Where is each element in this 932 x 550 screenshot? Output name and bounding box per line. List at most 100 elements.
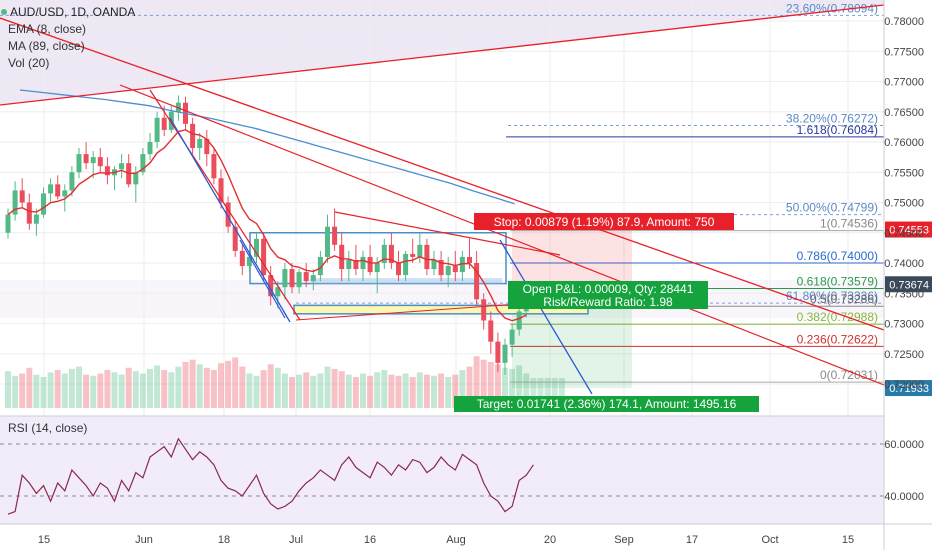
candle-body	[417, 244, 423, 257]
chart-legend: AUD/USD, 1D, OANDA EMA (8, close) MA (89…	[1, 5, 135, 435]
volume-bar	[558, 378, 565, 408]
trend-line	[119, 84, 885, 386]
volume-bar	[5, 371, 11, 408]
volume-bar	[367, 375, 374, 408]
stop-zone	[512, 229, 632, 284]
volume-bar	[76, 366, 82, 408]
volume-bar	[19, 373, 26, 408]
volume-bar	[26, 367, 33, 408]
price-tick-label: 0.74000	[884, 258, 924, 270]
legend-vol[interactable]: Vol (20)	[8, 56, 49, 70]
trend-line	[334, 211, 561, 256]
volume-bar	[267, 364, 274, 408]
candle-body	[509, 329, 515, 345]
candle-body	[246, 256, 252, 267]
time-tick-label: 20	[544, 534, 556, 546]
candle-body	[467, 256, 472, 263]
volume-bar	[210, 370, 217, 408]
candle-body	[474, 263, 480, 300]
price-tick-label: 0.73000	[884, 319, 924, 331]
volume-bar	[260, 370, 267, 408]
time-tick-label: 15	[842, 534, 854, 546]
volume-bar	[530, 378, 537, 408]
candle-body	[218, 178, 224, 203]
price-tick-label: 0.77500	[884, 46, 924, 58]
volume-bar	[40, 376, 47, 408]
volume-bar	[175, 366, 182, 408]
fib-level-label: 0.382(0.72988)	[797, 310, 878, 324]
candle-body	[19, 190, 25, 203]
rsi-tick-label: 60.0000	[884, 439, 924, 451]
legend-ema[interactable]: EMA (8, close)	[8, 22, 86, 36]
candle-body	[275, 287, 281, 297]
volume-bar	[168, 372, 175, 408]
volume-bar	[537, 378, 544, 408]
symbol-title[interactable]: AUD/USD, 1D, OANDA	[10, 5, 135, 19]
price-tick-label: 0.74500	[884, 228, 924, 240]
candle-body	[481, 299, 487, 321]
fib-level-label: 0.786(0.74000)	[797, 249, 878, 263]
volume-bar	[83, 374, 90, 408]
candle-body	[140, 154, 146, 173]
price-tick-label: 0.78000	[884, 16, 924, 28]
time-tick-label: Jun	[135, 534, 153, 546]
trend-line	[149, 89, 301, 321]
time-tick-label: Aug	[446, 534, 466, 546]
legend-ma[interactable]: MA (89, close)	[8, 39, 85, 53]
legend-rsi[interactable]: RSI (14, close)	[8, 421, 87, 435]
price-tick-label: 0.72000	[884, 379, 924, 391]
volume-bar	[111, 372, 118, 408]
volume-bar	[239, 366, 246, 408]
candle-body	[381, 244, 387, 263]
candle-body	[445, 266, 451, 276]
volume-bar	[459, 370, 466, 408]
candle-body	[232, 226, 238, 251]
candle-body	[147, 142, 153, 155]
volume-bar	[118, 374, 125, 408]
fib-level-label: 0.5(0.73286)	[810, 292, 878, 306]
ma-line	[19, 89, 515, 205]
volume-bar	[431, 375, 437, 408]
volume-bar	[246, 373, 253, 408]
candle-body	[83, 154, 89, 164]
open-pnl-text: Open P&L: 0.00009, Qty: 28441	[523, 282, 694, 296]
fib-level-label: 1(0.74536)	[820, 217, 878, 231]
candle-body	[424, 244, 430, 270]
candle-body	[197, 138, 203, 149]
volume-bar	[360, 373, 366, 408]
candle-body	[133, 172, 139, 185]
candle-body	[204, 138, 210, 155]
volume-bar	[516, 365, 523, 408]
candle-body	[161, 117, 167, 130]
trend-lines	[0, 4, 885, 395]
candle-body	[33, 214, 39, 224]
ema-line	[7, 129, 527, 322]
candle-body	[69, 172, 75, 191]
candle-body	[48, 184, 54, 194]
fib-level-label: 0.236(0.72622)	[797, 332, 878, 346]
candle-body	[26, 202, 32, 224]
price-badge: 0.71933	[885, 380, 932, 397]
volume-bar	[61, 373, 68, 408]
volume-bar	[402, 373, 409, 408]
volume-bar	[232, 357, 239, 408]
trend-line	[0, 4, 885, 106]
position-overlays: Stop: 0.00879 (1.19%) 87.9, Amount: 750 O…	[454, 213, 932, 412]
candle-body	[261, 238, 267, 276]
time-tick-label: 16	[364, 534, 376, 546]
candle-body	[154, 117, 160, 142]
time-tick-label: 15	[38, 534, 50, 546]
candle-body	[310, 275, 316, 282]
volume-bar	[544, 378, 551, 408]
candle-body	[282, 269, 288, 288]
channel-line	[239, 239, 286, 319]
volume-bar	[381, 370, 388, 408]
volume-bar	[161, 370, 168, 408]
volume-bar	[317, 373, 324, 408]
volume-bar	[438, 373, 445, 408]
fib-level-label: 61.80%(0.73336)	[786, 289, 878, 303]
volume-bar	[139, 373, 146, 408]
price-badge-bg	[885, 276, 932, 293]
